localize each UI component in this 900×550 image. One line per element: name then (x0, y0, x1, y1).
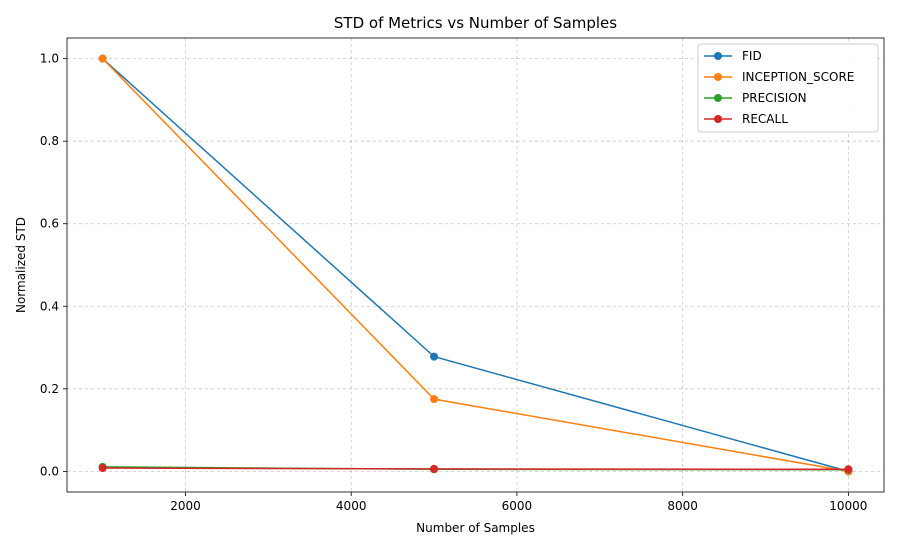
data-point-recall (98, 464, 107, 473)
legend-item-fid: FID (704, 49, 762, 63)
x-tick-label: 4000 (336, 499, 367, 513)
x-axis-title: Number of Samples (416, 521, 535, 535)
legend: FID INCEPTION_SCORE PRECISION RECALL (697, 43, 879, 133)
legend-label: FID (742, 49, 762, 63)
legend-label: INCEPTION_SCORE (742, 70, 854, 84)
series-line-recall (102, 467, 849, 471)
plot-frame (66, 37, 885, 493)
data-point-recall (430, 464, 439, 473)
series-layer (98, 54, 853, 476)
legend-marker (714, 73, 722, 81)
y-axis-title: Normalized STD (14, 217, 28, 313)
chart-title: STD of Metrics vs Number of Samples (334, 14, 617, 32)
y-tick-label: 1.0 (40, 52, 59, 66)
x-tick-label: 10000 (829, 499, 867, 513)
legend-item-inception-score: INCEPTION_SCORE (704, 70, 854, 84)
y-tick-label: 0.4 (40, 299, 59, 313)
legend-marker (714, 115, 722, 123)
data-point-recall (844, 465, 853, 474)
x-tick-label: 8000 (667, 499, 698, 513)
legend-marker (714, 52, 722, 60)
legend-box (697, 43, 879, 133)
data-point-inception-score (98, 54, 107, 63)
data-point-fid (430, 352, 439, 361)
y-tick-label: 0.8 (40, 134, 59, 148)
legend-item-recall: RECALL (704, 112, 788, 126)
legend-label: PRECISION (742, 91, 807, 105)
legend-label: RECALL (742, 112, 788, 126)
y-tick-label: 0.6 (40, 217, 59, 231)
x-tick-label: 2000 (170, 499, 201, 513)
series-recall (98, 464, 853, 474)
y-tick-label: 0.2 (40, 382, 59, 396)
tick-layer: 2000 4000 6000 8000 10000 0.0 0.2 0.4 0.6 0.8 1.0 (40, 52, 868, 513)
data-point-inception-score (430, 395, 439, 404)
legend-item-precision: PRECISION (704, 91, 807, 105)
y-tick-label: 0.0 (40, 464, 59, 478)
x-tick-label: 6000 (502, 499, 533, 513)
legend-marker (714, 94, 722, 102)
